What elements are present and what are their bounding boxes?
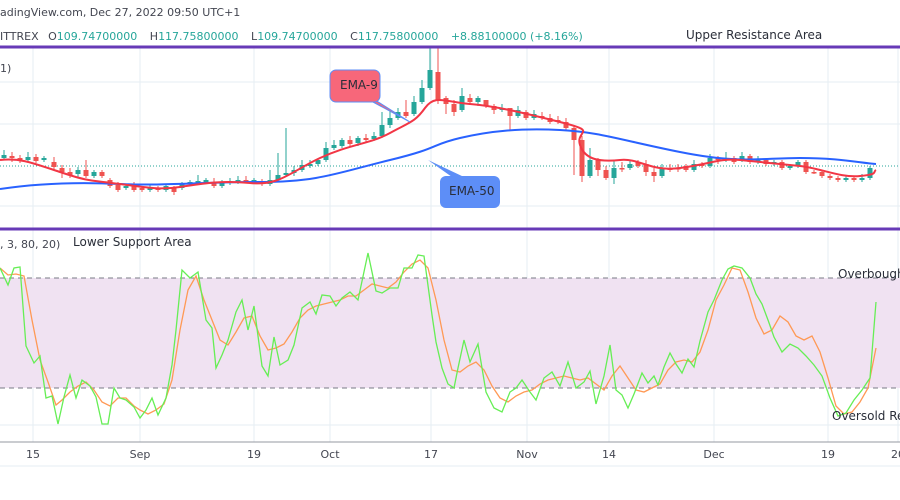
x-tick-label: Nov [516, 448, 538, 461]
high-value: 117.75800000 [158, 30, 239, 43]
x-tick-label: 19 [821, 448, 835, 461]
x-tick-label: 17 [424, 448, 438, 461]
close-key: C [350, 30, 358, 43]
x-tick-label: 19 [247, 448, 261, 461]
chart-source-timestamp: adingView.com, Dec 27, 2022 09:50 UTC+1 [0, 6, 241, 19]
stoch-d-line [0, 259, 877, 415]
exchange-label: ITTREX [0, 30, 39, 43]
ema-legend-fragment: 1) [0, 62, 12, 75]
ema50-callout-label: EMA-50 [449, 184, 495, 198]
ema9-line [0, 99, 877, 190]
stoch-k-line [0, 252, 877, 425]
x-tick-label: 20 [891, 448, 900, 461]
low-key: L [251, 30, 258, 43]
x-tick-label: Oct [320, 448, 340, 461]
oversold-label: Oversold Re [832, 409, 900, 423]
x-tick-label: Dec [703, 448, 725, 461]
close-value: 117.75800000 [357, 30, 439, 43]
upper-resistance-label: Upper Resistance Area [686, 28, 823, 42]
ohlc-legend: ITTREX O109.74700000 H117.75800000 L109.… [0, 30, 583, 43]
lower-support-label: Lower Support Area [73, 235, 192, 249]
x-tick-label: 14 [602, 448, 616, 461]
open-key: O [48, 30, 57, 43]
candlesticks [1, 48, 873, 195]
open-value: 109.74700000 [56, 30, 138, 43]
x-tick-label: Sep [129, 448, 151, 461]
change-value: +8.88100000 (+8.16%) [450, 30, 583, 43]
ema9-callout-label: EMA-9 [340, 78, 378, 92]
overbought-label: Overbought [838, 267, 900, 281]
x-tick-label: 15 [26, 448, 40, 461]
high-key: H [149, 30, 159, 43]
ema9-callout[interactable] [329, 69, 411, 123]
ema50-line [0, 128, 877, 190]
low-value: 109.74700000 [257, 30, 338, 43]
ema50-callout[interactable] [428, 160, 500, 208]
stoch-legend-fragment: , 3, 80, 20) [0, 238, 61, 251]
